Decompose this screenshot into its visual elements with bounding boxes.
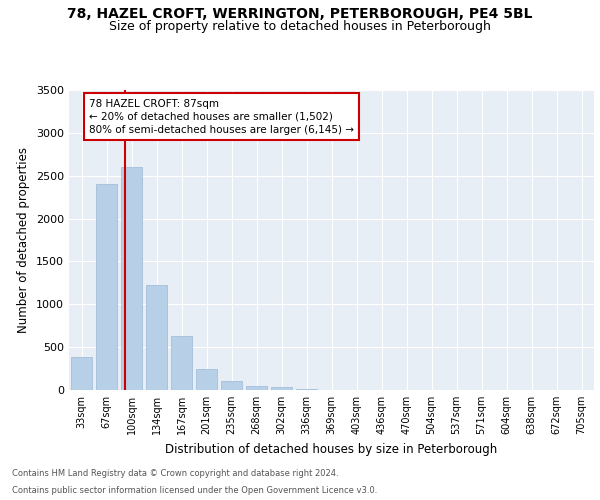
Bar (296, 389, 317, 390)
Text: 78 HAZEL CROFT: 87sqm
← 20% of detached houses are smaller (1,502)
80% of semi-d: 78 HAZEL CROFT: 87sqm ← 20% of detached … (89, 98, 354, 135)
Bar (71, 356, 92, 390)
Text: 78, HAZEL CROFT, WERRINGTON, PETERBOROUGH, PE4 5BL: 78, HAZEL CROFT, WERRINGTON, PETERBOROUG… (67, 8, 533, 22)
Text: Contains public sector information licensed under the Open Government Licence v3: Contains public sector information licen… (12, 486, 377, 495)
Bar (96, 184, 117, 390)
Bar (171, 336, 192, 390)
Y-axis label: Number of detached properties: Number of detached properties (17, 147, 31, 333)
Bar (221, 380, 242, 390)
Bar (146, 286, 167, 390)
Bar (246, 386, 267, 390)
Bar (121, 167, 142, 390)
Text: Contains HM Land Registry data © Crown copyright and database right 2024.: Contains HM Land Registry data © Crown c… (12, 468, 338, 477)
Text: Size of property relative to detached houses in Peterborough: Size of property relative to detached ho… (109, 20, 491, 33)
Bar (271, 388, 292, 390)
X-axis label: Distribution of detached houses by size in Peterborough: Distribution of detached houses by size … (166, 442, 497, 456)
Bar (196, 368, 217, 390)
